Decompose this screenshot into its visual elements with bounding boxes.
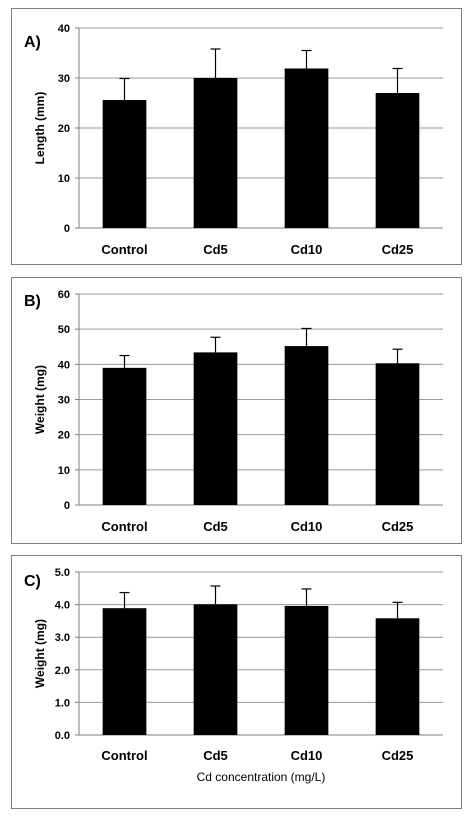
- x-category-label: Cd10: [291, 748, 323, 763]
- y-tick-label: 3.0: [55, 632, 70, 644]
- x-category-label: Control: [101, 519, 147, 534]
- panel-label: C): [24, 573, 41, 590]
- panel-label: B): [24, 293, 41, 310]
- bar: [284, 605, 329, 735]
- bar: [193, 352, 238, 505]
- x-category-label: Cd5: [203, 519, 228, 534]
- bar: [284, 346, 329, 505]
- bar: [102, 367, 147, 505]
- y-tick-label: 10: [58, 173, 70, 185]
- y-tick-label: 60: [58, 289, 70, 301]
- x-category-label: Cd10: [291, 242, 323, 257]
- y-tick-label: 20: [58, 123, 70, 135]
- y-tick-label: 40: [58, 359, 70, 371]
- panel-label: A): [24, 34, 41, 51]
- x-category-label: Cd5: [203, 242, 228, 257]
- x-category-label: Cd25: [382, 242, 414, 257]
- y-tick-label: 2.0: [55, 665, 70, 677]
- bar: [102, 608, 147, 735]
- y-tick-label: 20: [58, 430, 70, 442]
- bar: [193, 604, 238, 735]
- bar: [284, 68, 329, 228]
- y-tick-label: 5.0: [55, 567, 70, 579]
- x-category-label: Control: [101, 748, 147, 763]
- y-tick-label: 30: [58, 395, 70, 407]
- y-tick-label: 0: [64, 223, 70, 235]
- y-axis-label: Length (mm): [33, 92, 47, 165]
- bar: [193, 78, 238, 228]
- y-tick-label: 0.0: [55, 730, 70, 742]
- x-axis-label: Cd concentration (mg/L): [197, 770, 326, 784]
- y-axis-label: Weight (mg): [33, 619, 47, 688]
- y-tick-label: 0: [64, 500, 70, 512]
- y-tick-label: 30: [58, 73, 70, 85]
- x-category-label: Control: [101, 242, 147, 257]
- bar: [375, 363, 420, 505]
- x-category-label: Cd10: [291, 519, 323, 534]
- y-tick-label: 50: [58, 324, 70, 336]
- y-tick-label: 4.0: [55, 600, 70, 612]
- x-category-label: Cd25: [382, 748, 414, 763]
- bar: [375, 93, 420, 228]
- x-category-label: Cd25: [382, 519, 414, 534]
- y-tick-label: 1.0: [55, 697, 70, 709]
- x-category-label: Cd5: [203, 748, 228, 763]
- y-tick-label: 40: [58, 23, 70, 35]
- bar: [102, 100, 147, 228]
- y-tick-label: 10: [58, 465, 70, 477]
- y-axis-label: Weight (mg): [33, 365, 47, 434]
- bar: [375, 618, 420, 735]
